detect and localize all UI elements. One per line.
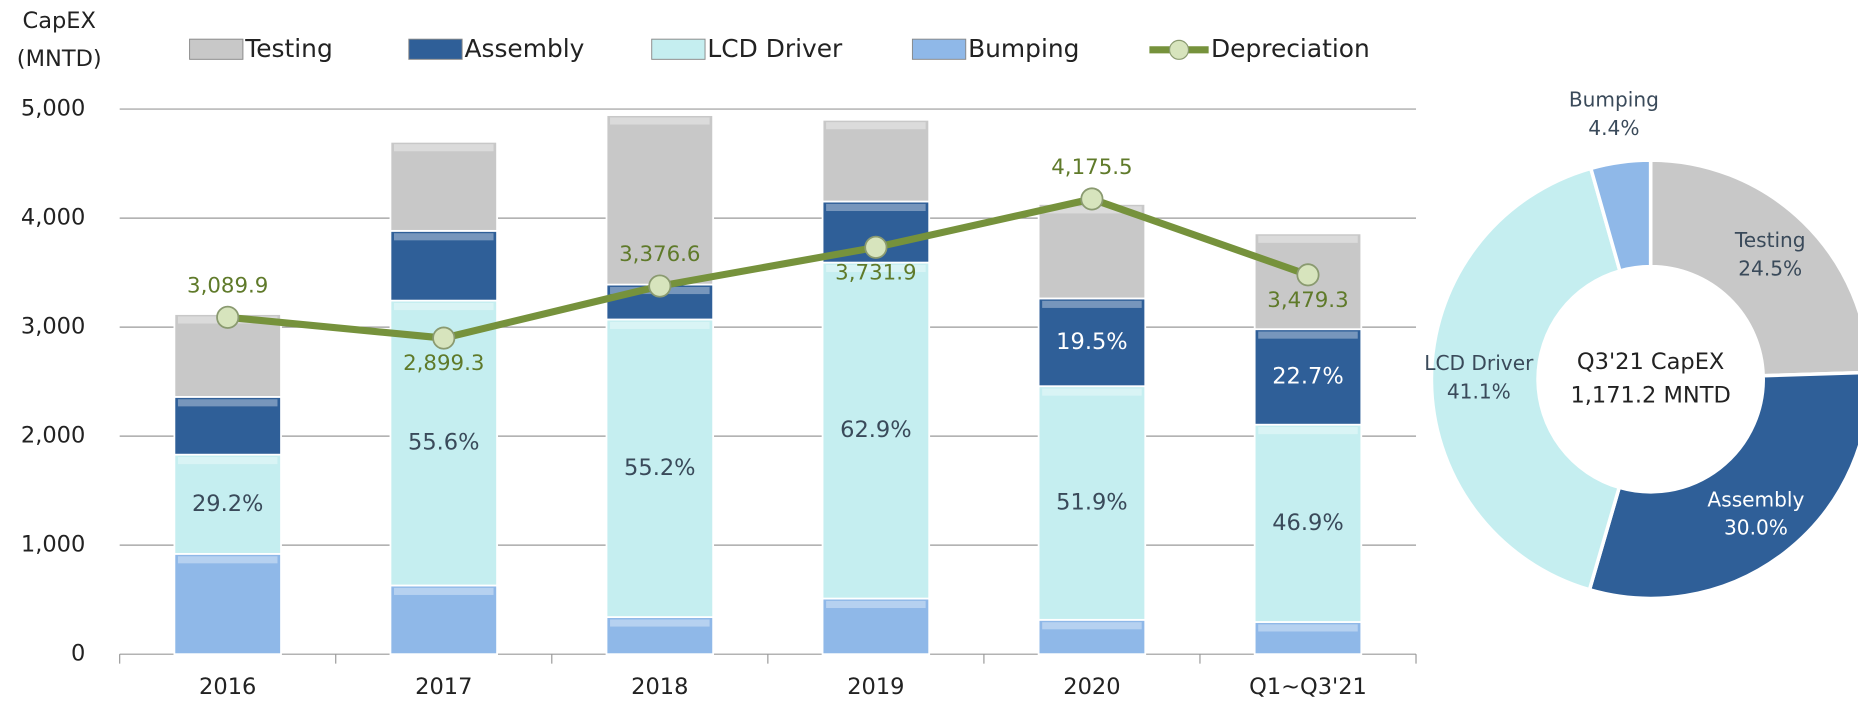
x-tick-label: 2020 xyxy=(1063,674,1120,700)
bar-segment xyxy=(1037,618,1147,656)
legend-swatch xyxy=(911,38,967,60)
percent-label: 22.7% xyxy=(1272,363,1343,389)
bar-highlight xyxy=(1258,235,1358,243)
bar-segment xyxy=(1253,328,1363,426)
slice-label: 41.1% xyxy=(1447,379,1511,403)
line-marker xyxy=(216,305,240,329)
bar-highlight xyxy=(1258,624,1358,632)
bar-highlight xyxy=(177,399,278,407)
bar-highlight xyxy=(393,587,494,595)
bar-segment xyxy=(821,597,931,656)
donut-title: Q3'21 CapEX xyxy=(1577,349,1724,375)
legend-label: Testing xyxy=(244,34,332,63)
legend-swatch xyxy=(651,38,706,60)
bar-segment xyxy=(821,118,931,203)
bar-segment xyxy=(389,140,498,232)
bar-segment xyxy=(605,616,715,656)
bar-highlight xyxy=(610,619,710,627)
line-marker xyxy=(1296,263,1320,287)
y-tick-label: 5,000 xyxy=(21,96,85,122)
bar-highlight xyxy=(826,600,926,609)
donut-slice xyxy=(1648,158,1858,378)
x-tick-label: 2019 xyxy=(847,674,904,700)
x-tick-label: 2018 xyxy=(631,674,688,700)
y-axis-title: (MNTD) xyxy=(17,46,102,72)
y-tick-label: 2,000 xyxy=(21,423,85,449)
bar-segment xyxy=(1037,203,1147,300)
donut-slice xyxy=(1587,370,1858,601)
legend-label: Assembly xyxy=(464,34,584,63)
donut-slice xyxy=(1588,158,1653,274)
bar-highlight xyxy=(826,264,926,273)
bar-segment xyxy=(389,229,498,302)
y-tick-label: 4,000 xyxy=(21,205,85,231)
slice-label: 30.0% xyxy=(1724,516,1788,540)
bar-segment xyxy=(173,453,282,555)
percent-label: 55.2% xyxy=(624,455,695,481)
bar-highlight xyxy=(610,321,710,329)
bar-highlight xyxy=(610,117,710,125)
line-value-label: 3,089.9 xyxy=(187,274,268,299)
line xyxy=(227,195,1310,342)
bar-highlight xyxy=(1042,622,1142,630)
slice-name: Testing xyxy=(1734,228,1806,252)
bar-highlight xyxy=(177,457,278,465)
line-marker xyxy=(864,235,888,259)
bar-highlight xyxy=(393,144,494,152)
legend-label: Depreciation xyxy=(1211,34,1370,63)
line-marker xyxy=(432,326,456,350)
bar-segment xyxy=(821,261,931,600)
percent-label: 55.6% xyxy=(408,430,479,456)
bar-highlight xyxy=(1042,300,1142,308)
bar-segment xyxy=(173,552,282,656)
line-value-label: 3,479.3 xyxy=(1267,288,1348,313)
bar-highlight xyxy=(826,203,926,212)
bar-segment xyxy=(173,395,282,456)
y-axis-title: CapEX xyxy=(23,8,96,34)
legend-label: Bumping xyxy=(968,34,1079,63)
line-value-label: 4,175.5 xyxy=(1051,155,1132,180)
slice-name: LCD Driver xyxy=(1424,351,1534,375)
legend-marker xyxy=(1168,39,1190,60)
percent-label: 29.2% xyxy=(192,491,263,517)
bar-highlight xyxy=(1258,331,1358,339)
slice-label: 24.5% xyxy=(1738,257,1802,281)
bar-highlight xyxy=(1042,388,1142,396)
bar-segment xyxy=(389,584,498,656)
bar-highlight xyxy=(177,556,278,564)
bar-highlight xyxy=(826,122,926,130)
percent-label: 19.5% xyxy=(1056,329,1127,355)
donut-subtitle: 1,171.2 MNTD xyxy=(1570,382,1730,408)
bar-highlight xyxy=(393,233,494,241)
bar-highlight xyxy=(1258,427,1358,435)
y-tick-label: 0 xyxy=(71,641,85,667)
donut-slice xyxy=(1429,166,1623,592)
legend-label: LCD Driver xyxy=(707,34,843,63)
x-tick-label: 2017 xyxy=(415,674,472,700)
x-tick-label: Q1~Q3'21 xyxy=(1249,674,1367,700)
bar-segment xyxy=(389,299,498,587)
bar-segment xyxy=(1253,621,1363,656)
percent-label: 51.9% xyxy=(1056,490,1127,516)
percent-label: 46.9% xyxy=(1272,510,1343,536)
legend-swatch xyxy=(189,38,244,60)
bar-segment xyxy=(1037,297,1147,388)
x-tick-label: 2016 xyxy=(199,674,256,700)
line-marker xyxy=(1080,187,1104,211)
line-marker xyxy=(648,274,672,298)
line-value-label: 3,376.6 xyxy=(619,242,700,267)
percent-label: 62.9% xyxy=(840,417,911,443)
bar-segment xyxy=(605,318,715,618)
y-tick-label: 3,000 xyxy=(21,314,85,340)
bar-highlight xyxy=(393,302,494,311)
slice-name: Assembly xyxy=(1707,487,1804,511)
slice-name: Bumping xyxy=(1569,87,1659,111)
line-value-label: 2,899.3 xyxy=(403,351,484,376)
slice-label: 4.4% xyxy=(1588,116,1639,140)
legend-swatch xyxy=(408,38,463,60)
line-value-label: 3,731.9 xyxy=(835,260,916,285)
bar-segment xyxy=(1037,385,1147,621)
y-tick-label: 1,000 xyxy=(21,532,85,558)
